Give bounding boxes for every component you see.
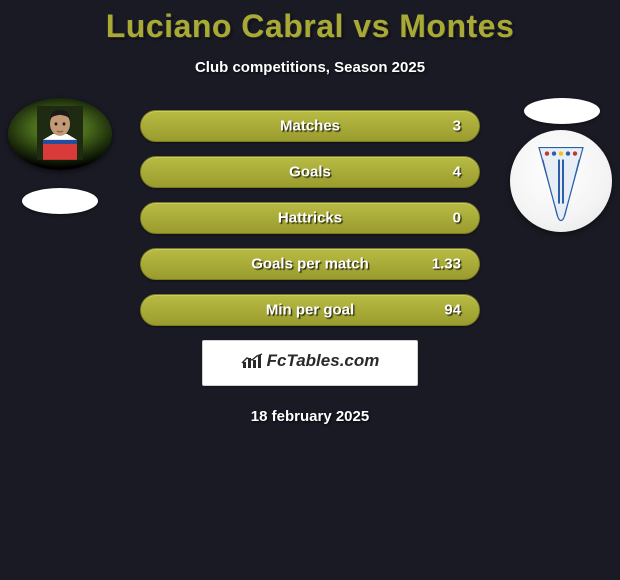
brand-box: FcTables.com [202,340,418,386]
date-line: 18 february 2025 [0,408,620,425]
bar-chart-icon [241,352,263,370]
stat-label: Hattricks [278,210,342,227]
player-right-crest-circle [510,130,612,232]
player-right-small-oval [524,98,600,124]
main-area: Matches 3 Goals 4 Hattricks 0 Goals per … [0,110,620,425]
stat-value: 0 [453,210,461,227]
player-right-block [510,98,612,232]
stat-label: Min per goal [266,302,354,319]
stats-list: Matches 3 Goals 4 Hattricks 0 Goals per … [140,110,480,326]
player-left-block [8,98,112,214]
stat-row-goals: Goals 4 [140,156,480,188]
stat-value: 1.33 [432,256,461,273]
stat-label: Goals per match [251,256,369,273]
brand-text: FcTables.com [267,351,380,371]
comparison-subtitle: Club competitions, Season 2025 [0,59,620,76]
stat-value: 94 [444,302,461,319]
stat-value: 4 [453,164,461,181]
stat-row-hattricks: Hattricks 0 [140,202,480,234]
stat-row-matches: Matches 3 [140,110,480,142]
player-left-photo [37,106,83,160]
stat-label: Goals [289,164,331,181]
club-crest-icon [537,144,585,222]
stat-value: 3 [453,118,461,135]
stat-row-goals-per-match: Goals per match 1.33 [140,248,480,280]
comparison-title: Luciano Cabral vs Montes [0,8,620,45]
stat-label: Matches [280,118,340,135]
player-left-small-oval [22,188,98,214]
stat-row-min-per-goal: Min per goal 94 [140,294,480,326]
player-left-field-oval [8,98,112,170]
